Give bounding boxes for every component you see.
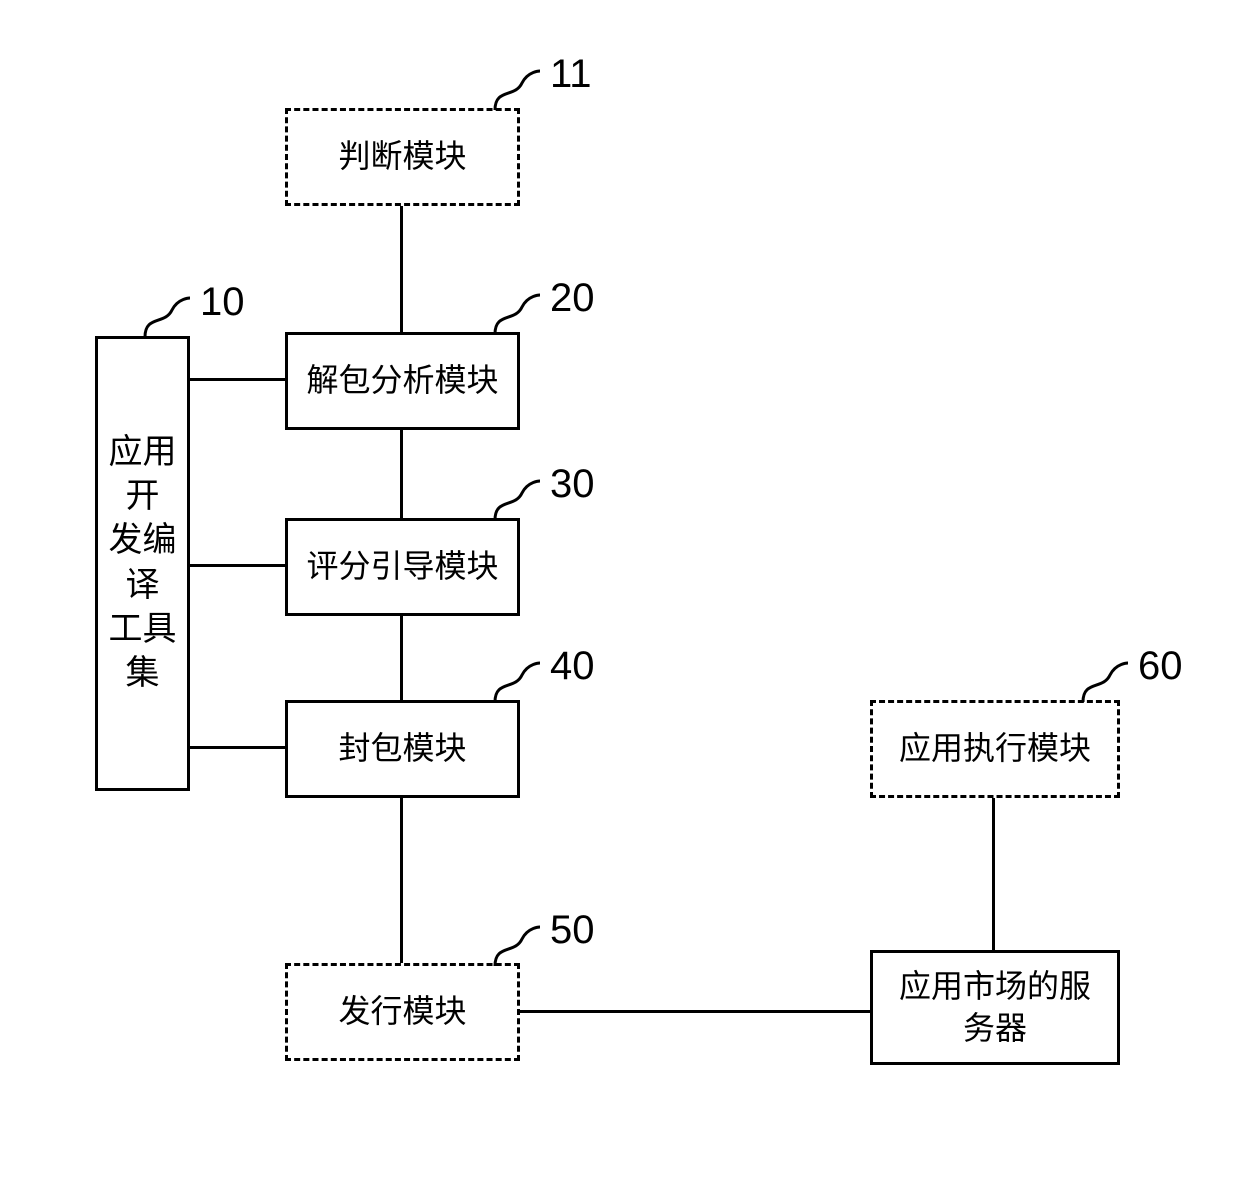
- connector: [400, 206, 403, 332]
- box-server-label: 应用市场的服务器: [891, 958, 1099, 1057]
- box-judge-label: 判断模块: [338, 136, 466, 178]
- lead-curve-60: [1078, 660, 1133, 705]
- connector: [400, 616, 403, 700]
- label-60: 60: [1138, 644, 1183, 689]
- label-20: 20: [550, 276, 595, 321]
- lead-curve-30: [490, 478, 545, 523]
- label-30: 30: [550, 462, 595, 507]
- box-packing: 封包模块: [285, 700, 520, 798]
- box-score-label: 评分引导模块: [306, 546, 498, 588]
- connector: [190, 564, 285, 567]
- box-score: 评分引导模块: [285, 518, 520, 616]
- lead-curve-11: [490, 68, 545, 113]
- connector: [400, 430, 403, 518]
- box-distribute: 发行模块: [285, 963, 520, 1061]
- box-server: 应用市场的服务器: [870, 950, 1120, 1065]
- flowchart-diagram: 应用开发编译工具集 判断模块 解包分析模块 评分引导模块 封包模块 发行模块 应…: [0, 0, 1240, 1192]
- label-11: 11: [550, 52, 592, 97]
- connector: [190, 378, 285, 381]
- label-40: 40: [550, 644, 595, 689]
- box-toolset: 应用开发编译工具集: [95, 336, 190, 791]
- box-unpack-label: 解包分析模块: [306, 360, 498, 402]
- connector: [992, 798, 995, 950]
- box-toolset-label: 应用开发编译工具集: [98, 423, 187, 704]
- lead-curve-40: [490, 660, 545, 705]
- box-unpack: 解包分析模块: [285, 332, 520, 430]
- box-judge: 判断模块: [285, 108, 520, 206]
- label-10: 10: [200, 280, 245, 325]
- connector: [190, 746, 285, 749]
- lead-curve-10: [140, 295, 195, 340]
- connector: [520, 1010, 870, 1013]
- box-packing-label: 封包模块: [338, 728, 466, 770]
- connector: [400, 798, 403, 963]
- lead-curve-20: [490, 292, 545, 337]
- box-distribute-label: 发行模块: [338, 991, 466, 1033]
- box-execute-label: 应用执行模块: [899, 728, 1091, 770]
- label-50: 50: [550, 908, 595, 953]
- lead-curve-50: [490, 924, 545, 969]
- box-execute: 应用执行模块: [870, 700, 1120, 798]
